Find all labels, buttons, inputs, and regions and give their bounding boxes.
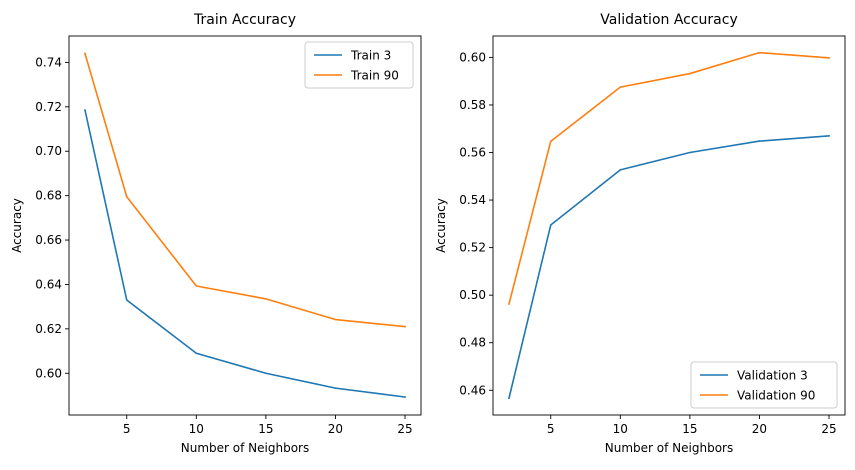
y-tick-label: 0.62 <box>35 322 62 336</box>
series-line-1 <box>508 135 830 400</box>
x-tick-label: 25 <box>397 422 412 436</box>
x-tick-label: 10 <box>189 422 204 436</box>
data-point <box>404 396 406 398</box>
data-point <box>828 57 830 59</box>
y-tick-label: 0.50 <box>459 288 486 302</box>
data-point <box>195 285 198 287</box>
data-point <box>758 51 761 54</box>
legend-label: Validation 3 <box>737 369 808 383</box>
data-point <box>549 224 552 226</box>
data-point <box>334 318 337 321</box>
data-point <box>689 151 691 154</box>
data-point <box>758 140 761 142</box>
legend-box <box>690 361 838 409</box>
x-tick-label: 20 <box>752 422 767 436</box>
y-tick-label: 0.46 <box>459 383 486 397</box>
x-axis-label: Number of Neighbors <box>181 441 309 455</box>
data-point <box>404 325 406 328</box>
chart-title: Validation Accuracy <box>600 12 738 28</box>
x-tick-label: 10 <box>613 422 628 436</box>
y-tick-label: 0.68 <box>35 189 62 203</box>
data-point <box>334 387 337 389</box>
x-tick-label: 25 <box>821 422 836 436</box>
data-point <box>549 140 552 143</box>
y-tick-label: 0.60 <box>35 366 62 380</box>
data-point <box>508 303 510 305</box>
data-point <box>619 169 622 171</box>
y-tick-label: 0.60 <box>459 50 486 64</box>
x-tick-label: 15 <box>682 422 697 436</box>
chart-2: Validation Accuracy 5 10 15 20 25 0.46 0.48 0.50… <box>434 12 846 455</box>
series-line-2 <box>508 51 830 305</box>
y-tick-label: 0.58 <box>459 98 486 112</box>
data-point <box>84 109 86 111</box>
series-line-2 <box>84 52 406 328</box>
data-point <box>265 298 267 300</box>
legend-label: Validation 90 <box>737 389 815 403</box>
y-tick-label: 0.54 <box>459 193 486 207</box>
legend: Train 3 Train 90 <box>304 41 414 89</box>
x-tick-label: 15 <box>258 422 273 436</box>
y-tick-label: 0.56 <box>459 146 486 160</box>
data-point <box>265 372 267 375</box>
x-tick-label: 20 <box>328 422 343 436</box>
y-tick-label: 0.64 <box>35 277 62 291</box>
series-line-1 <box>84 109 406 398</box>
axes-frame <box>68 35 422 416</box>
data-point <box>125 299 128 301</box>
data-point <box>195 352 198 355</box>
axes-frame <box>492 35 846 416</box>
y-axis-label: Accuracy <box>10 198 24 253</box>
y-tick-label: 0.72 <box>35 100 62 114</box>
y-tick-label: 0.70 <box>35 144 62 158</box>
x-tick-label: 5 <box>547 422 555 436</box>
legend: Validation 3 Validation 90 <box>690 361 838 409</box>
x-tick-label: 5 <box>123 422 131 436</box>
y-tick-label: 0.48 <box>459 336 486 350</box>
legend-box <box>304 41 414 89</box>
data-point <box>84 52 86 55</box>
y-tick-label: 0.52 <box>459 241 486 255</box>
y-tick-label: 0.66 <box>35 233 62 247</box>
data-point <box>619 86 622 88</box>
x-axis-label: Number of Neighbors <box>605 441 733 455</box>
data-point <box>828 135 830 137</box>
data-point <box>689 72 691 75</box>
chart-1: Train Accuracy 5 10 15 20 25 0.60 0.62 0.64 0.66 0… <box>10 12 422 455</box>
chart-title: Train Accuracy <box>193 12 296 28</box>
legend-label: Train 3 <box>350 49 391 63</box>
data-point <box>508 397 510 399</box>
data-point <box>125 195 128 198</box>
y-tick-label: 0.74 <box>35 55 62 69</box>
y-axis-label: Accuracy <box>434 198 448 253</box>
legend-label: Train 90 <box>350 69 399 83</box>
